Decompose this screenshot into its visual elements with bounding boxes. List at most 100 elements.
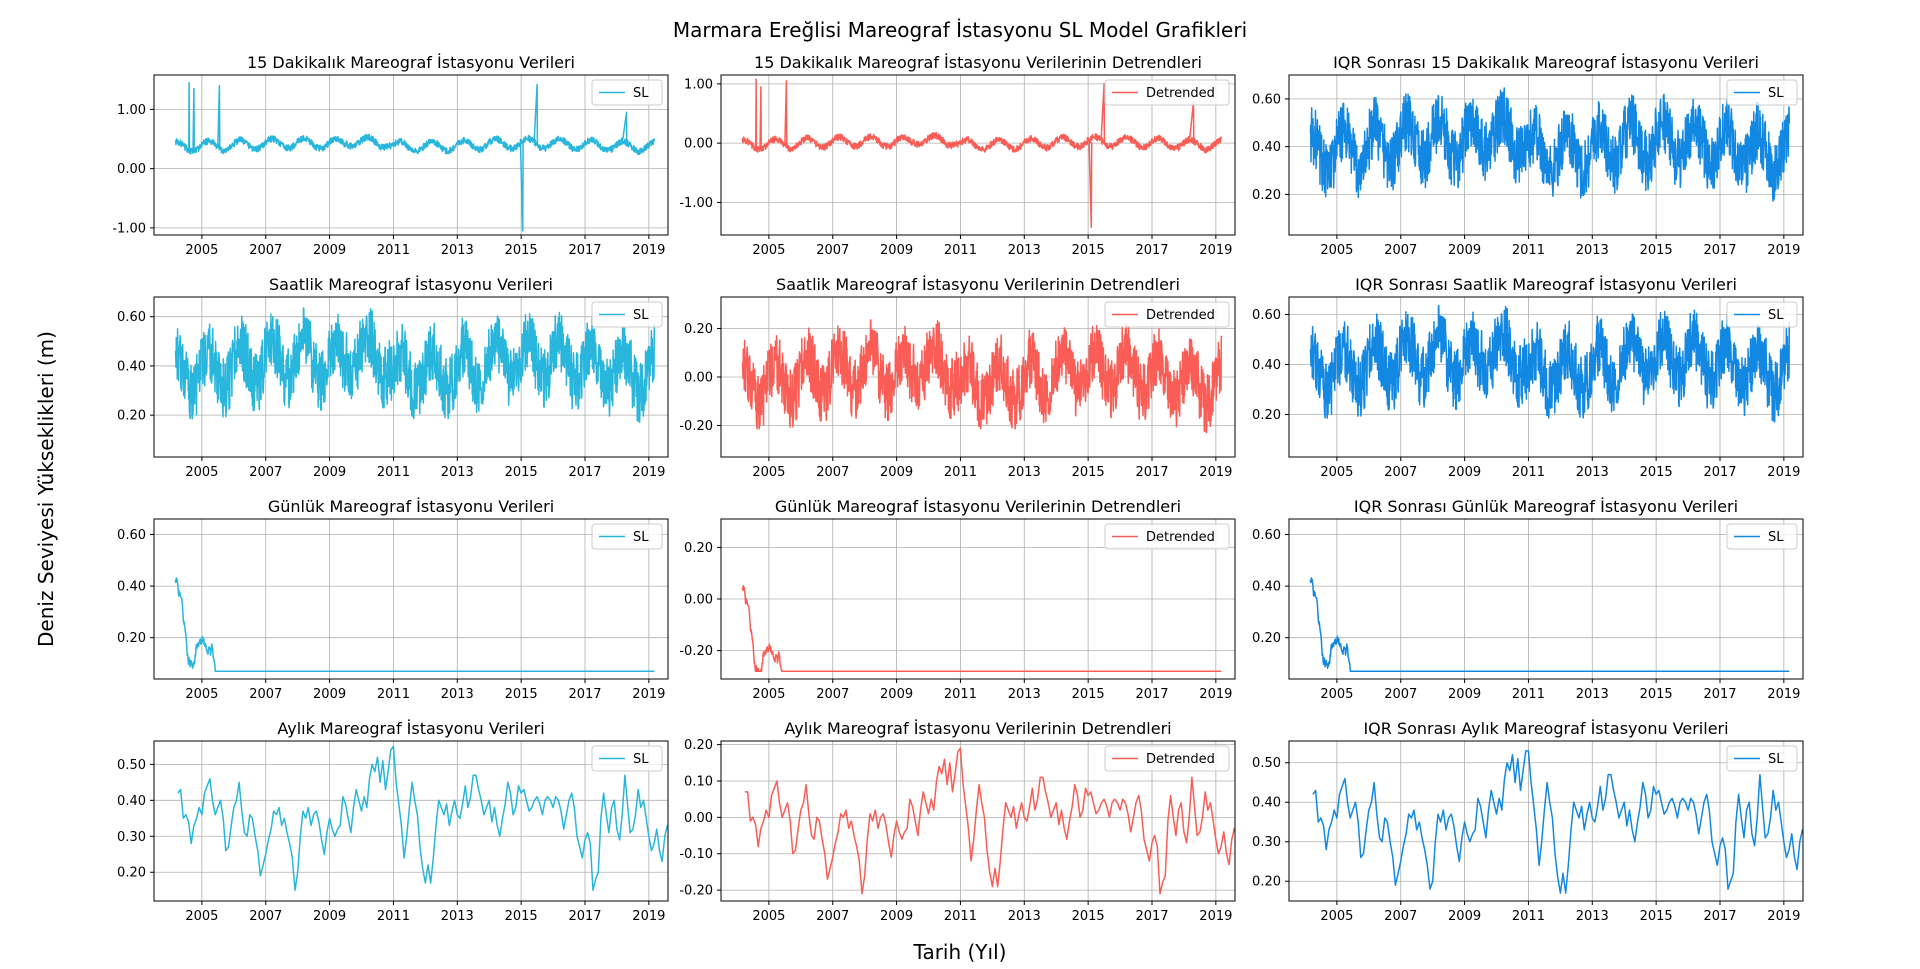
x-tick-label: 2007 (1384, 243, 1417, 258)
x-tick-label: 2011 (377, 909, 410, 924)
legend-box (1104, 301, 1230, 328)
y-tick-label: 0.40 (1252, 796, 1281, 811)
x-tick-label: 2015 (1640, 465, 1673, 480)
legend-box (591, 523, 663, 550)
legend-label: Detrended (1146, 86, 1215, 101)
x-tick-label: 2007 (1384, 465, 1417, 480)
x-tick-label: 2009 (1448, 909, 1481, 924)
legend-box (591, 301, 663, 328)
panel-title: IQR Sonrası Aylık Mareograf İstasyonu Ve… (1363, 719, 1728, 738)
x-tick-label: 2015 (1640, 687, 1673, 702)
x-tick-label: 2007 (1384, 909, 1417, 924)
y-tick-label: 0.00 (117, 162, 146, 177)
y-tick-label: -1.00 (679, 196, 713, 211)
x-tick-label: 2019 (1767, 243, 1800, 258)
x-tick-label: 2019 (1767, 687, 1800, 702)
x-tick-label: 2009 (1448, 243, 1481, 258)
x-tick-label: 2007 (816, 909, 849, 924)
panel-title: Günlük Mareograf İstasyonu Verilerinin D… (775, 497, 1181, 516)
x-tick-label: 2015 (1640, 243, 1673, 258)
x-tick-label: 2007 (816, 687, 849, 702)
legend-box (591, 79, 663, 106)
x-tick-label: 2017 (1703, 909, 1736, 924)
series-line (741, 319, 1223, 434)
x-tick-label: 2007 (1384, 687, 1417, 702)
axes-frame (153, 296, 669, 458)
x-tick-label: 2015 (1640, 909, 1673, 924)
x-tick-label: 2011 (944, 465, 977, 480)
y-tick-label: 0.40 (117, 359, 146, 374)
y-tick-label: 0.20 (1252, 188, 1281, 203)
legend-label: Detrended (1146, 752, 1215, 767)
figure-title: Marmara Ereğlisi Mareograf İstasyonu SL … (672, 18, 1248, 42)
chart-panel: 2005 2007 2009 2011 2013 2015 2017 2019 0.20 0.40… (117, 275, 669, 480)
y-tick-label: 0.00 (684, 593, 713, 608)
x-tick-label: 2019 (1767, 909, 1800, 924)
x-tick-label: 2005 (752, 909, 785, 924)
x-tick-label: 2013 (1576, 465, 1609, 480)
legend-label: SL (1768, 752, 1784, 767)
series-line (177, 745, 668, 891)
x-tick-label: 2017 (1703, 687, 1736, 702)
x-tick-label: 2011 (1512, 687, 1545, 702)
chart-panel: 2005 2007 2009 2011 2013 2015 2017 2019 -1.00 0.0… (679, 53, 1236, 258)
chart-panel: 2005 2007 2009 2011 2013 2015 2017 2019 0.20 0.30… (117, 719, 669, 924)
x-tick-label: 2005 (185, 687, 218, 702)
x-tick-label: 2011 (944, 243, 977, 258)
legend-label: SL (1768, 308, 1784, 323)
x-tick-label: 2019 (1199, 687, 1232, 702)
x-tick-label: 2007 (816, 465, 849, 480)
chart-panel: 2005 2007 2009 2011 2013 2015 2017 2019 0.20 0.30… (1252, 719, 1804, 924)
legend-label: SL (1768, 530, 1784, 545)
x-tick-label: 2017 (1135, 687, 1168, 702)
x-tick-label: 2009 (1448, 465, 1481, 480)
legend-box (1104, 523, 1230, 550)
y-tick-label: 0.20 (684, 541, 713, 556)
x-tick-label: 2019 (1199, 465, 1232, 480)
x-tick-label: 2017 (1135, 465, 1168, 480)
x-tick-label: 2013 (1008, 243, 1041, 258)
y-tick-label: 0.20 (1252, 408, 1281, 423)
series-line (1309, 304, 1791, 423)
legend-box (1104, 79, 1230, 106)
series-line (174, 81, 656, 232)
legend-box (1726, 79, 1798, 106)
axes-frame (1288, 296, 1804, 458)
legend-label: SL (633, 86, 649, 101)
panel-title: Aylık Mareograf İstasyonu Verileri (277, 719, 544, 738)
x-tick-label: 2011 (377, 687, 410, 702)
x-tick-label: 2015 (1072, 465, 1105, 480)
x-tick-label: 2019 (632, 687, 665, 702)
chart-panel: 2005 2007 2009 2011 2013 2015 2017 2019 -0.20 0.0… (679, 497, 1236, 702)
y-tick-label: 0.40 (1252, 140, 1281, 155)
x-tick-label: 2005 (185, 465, 218, 480)
x-tick-label: 2009 (880, 243, 913, 258)
x-tick-label: 2015 (505, 465, 538, 480)
x-tick-label: 2019 (1199, 243, 1232, 258)
x-tick-label: 2009 (313, 909, 346, 924)
y-tick-label: 0.40 (1252, 580, 1281, 595)
x-tick-label: 2017 (568, 243, 601, 258)
y-tick-label: 0.40 (117, 580, 146, 595)
y-tick-label: 0.60 (117, 310, 146, 325)
legend-label: SL (633, 752, 649, 767)
legend-box (1726, 301, 1798, 328)
legend-box (591, 745, 663, 772)
y-tick-label: 0.20 (1252, 631, 1281, 646)
chart-panel: 2005 2007 2009 2011 2013 2015 2017 2019 0.20 0.40… (1252, 497, 1804, 702)
series-line (1309, 577, 1790, 673)
x-tick-label: 2015 (505, 687, 538, 702)
y-tick-label: 0.60 (1252, 528, 1281, 543)
panel-title: 15 Dakikalık Mareograf İstasyonu Veriler… (754, 53, 1202, 72)
y-tick-label: 0.00 (684, 371, 713, 386)
y-tick-label: 0.40 (117, 794, 146, 809)
x-tick-label: 2013 (1576, 909, 1609, 924)
legend-label: SL (633, 530, 649, 545)
x-tick-label: 2015 (1072, 909, 1105, 924)
axes-frame (1288, 74, 1804, 236)
panel-title: 15 Dakikalık Mareograf İstasyonu Veriler… (247, 53, 575, 72)
legend-label: Detrended (1146, 308, 1215, 323)
legend-box (1104, 745, 1230, 772)
panel-title: Aylık Mareograf İstasyonu Verilerinin De… (784, 719, 1171, 738)
